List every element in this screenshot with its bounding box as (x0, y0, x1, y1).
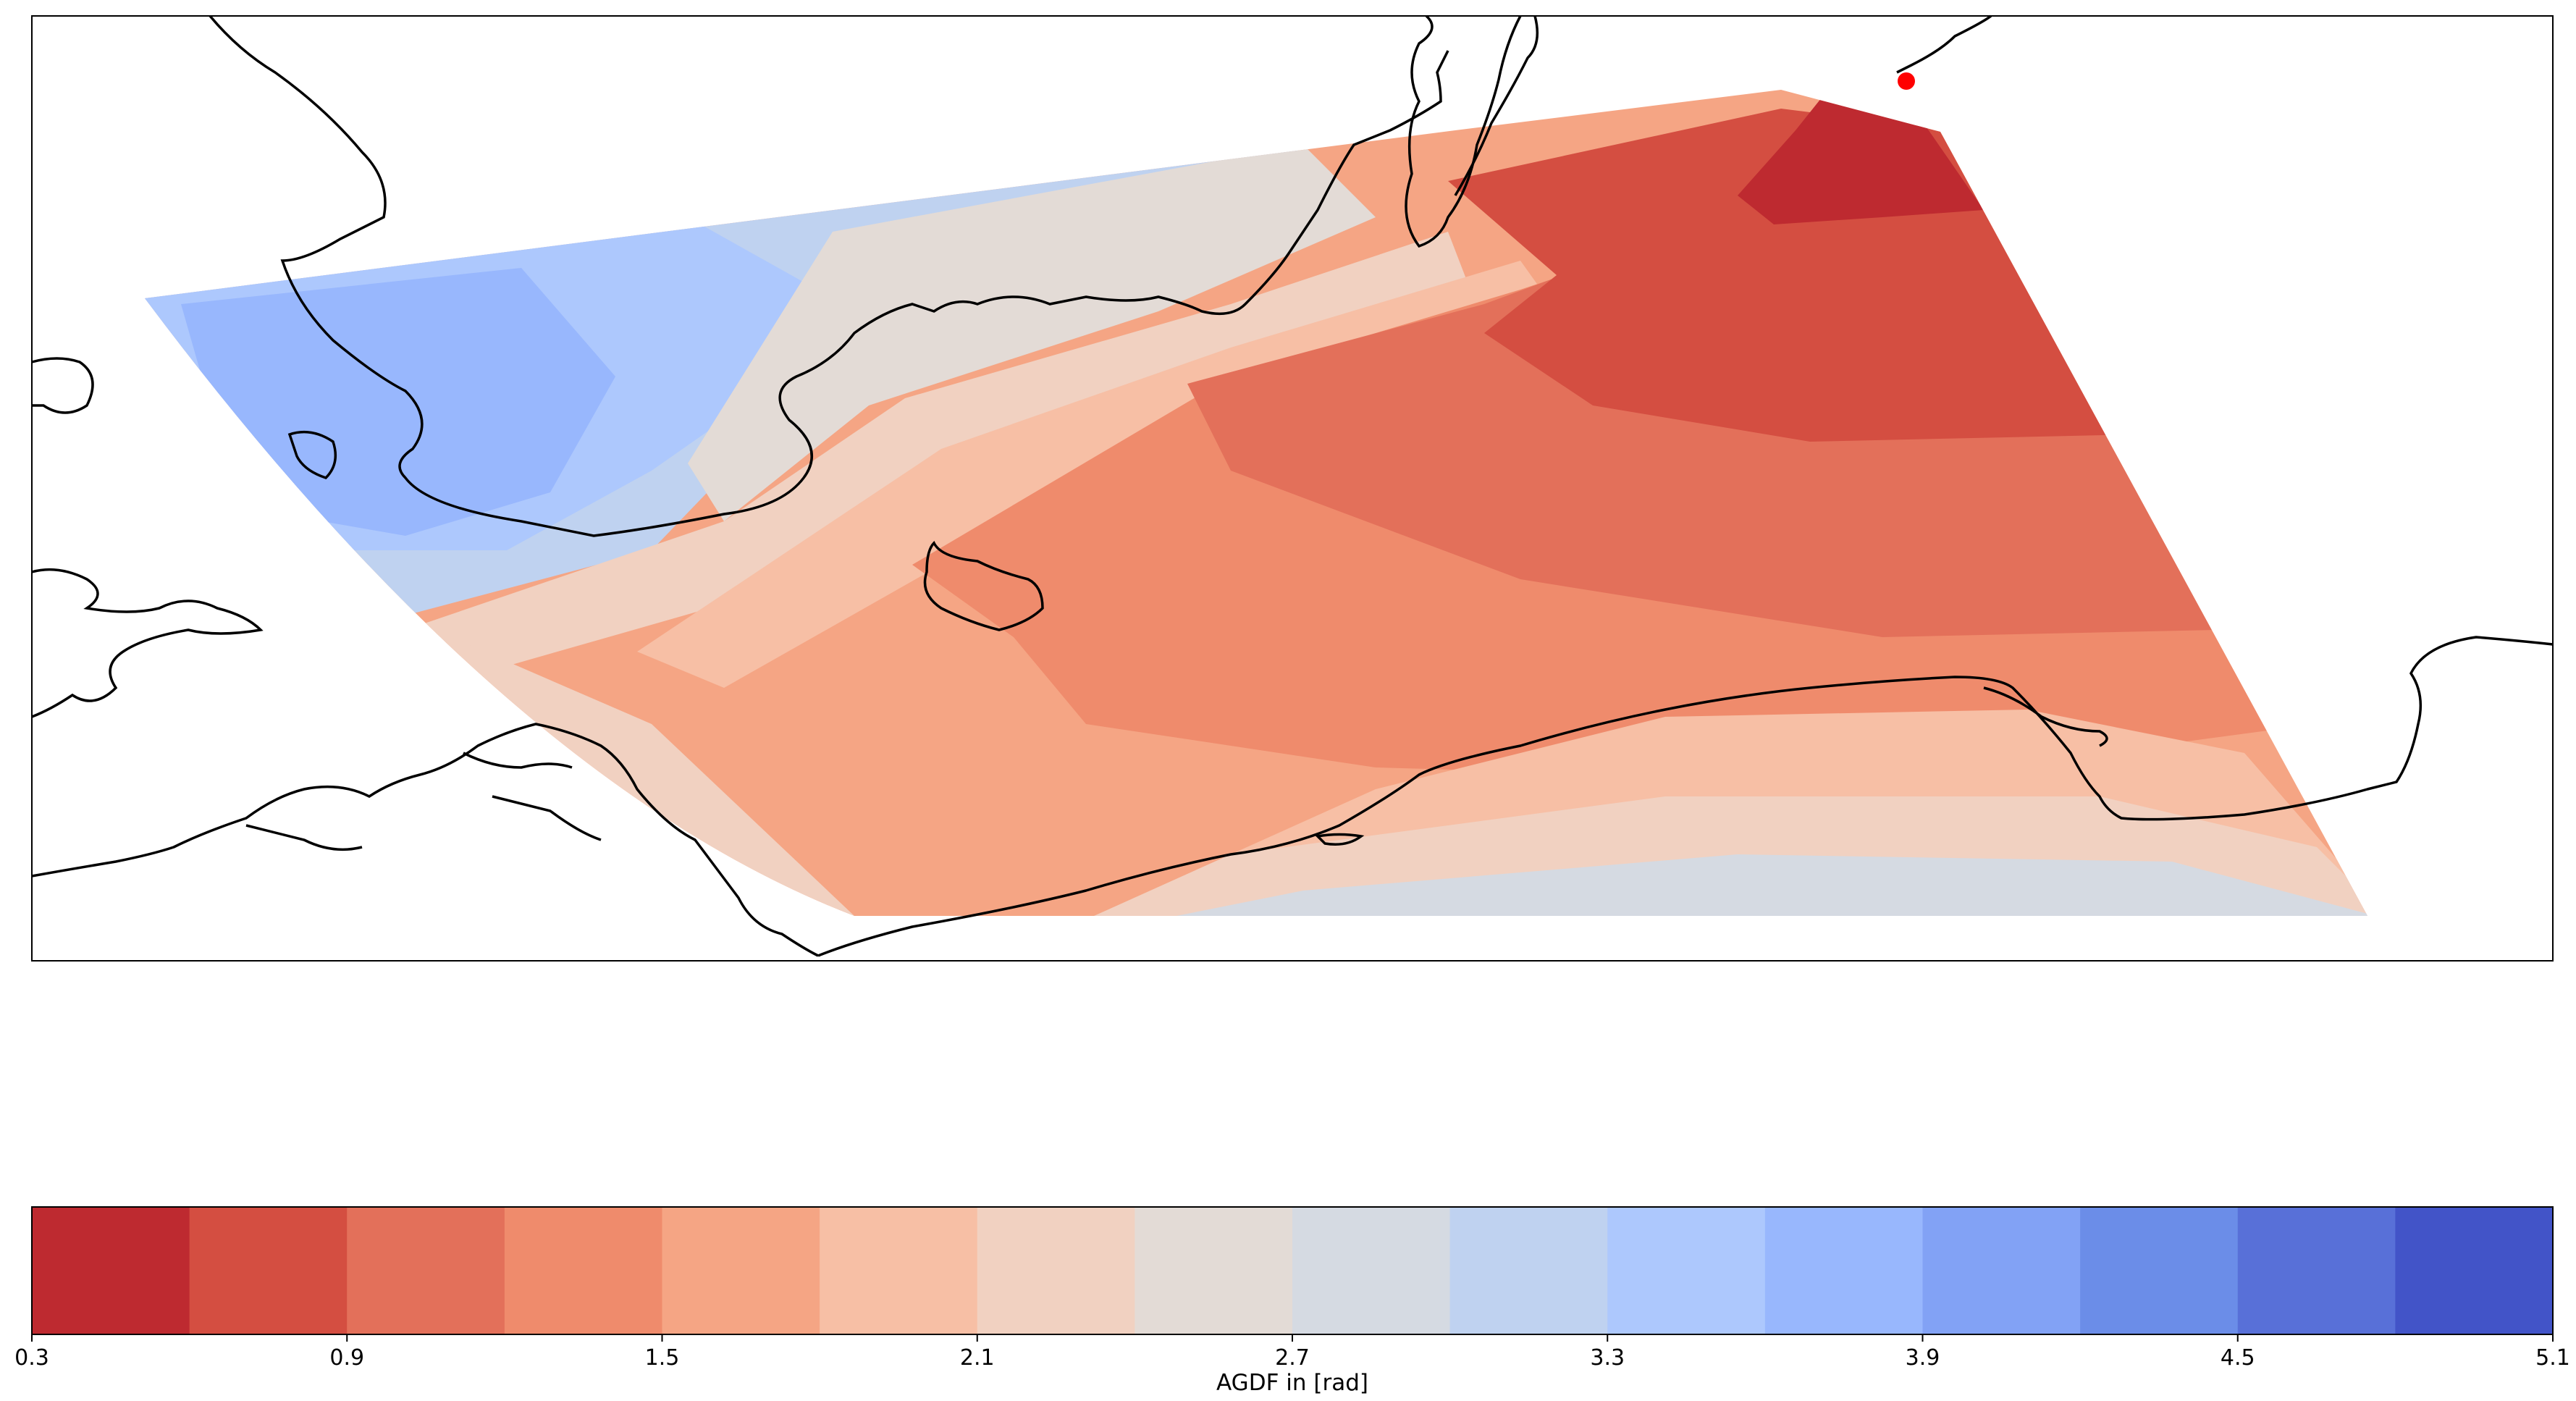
colorbar-segments (32, 1207, 2554, 1334)
coastline-peninsula (1405, 14, 1522, 248)
coastline-south-arc (817, 636, 2554, 957)
coastline-central-island (923, 541, 1044, 631)
coastline-south-lagoon (1983, 686, 2108, 747)
colorbar-segment (2237, 1207, 2396, 1334)
colorbar-segment (820, 1207, 978, 1334)
coastline-southwest-inner (245, 752, 602, 851)
colorbar-tick-label: 1.5 (645, 1345, 680, 1371)
colorbar-segment (1922, 1207, 2081, 1334)
colorbar-segment (1292, 1207, 1451, 1334)
coastlines (31, 14, 2554, 957)
colorbar-segment (662, 1207, 820, 1334)
coastline-west-islands (31, 357, 264, 718)
colorbar-segment (189, 1207, 348, 1334)
field-band-lower-gray (1158, 854, 2367, 916)
colorbar-segment (2395, 1207, 2554, 1334)
coastline-south-small (1315, 833, 1365, 846)
colorbar-segment (32, 1207, 190, 1334)
coastline-north-east (1896, 14, 1992, 74)
colorbar-segment (1607, 1207, 1766, 1334)
colorbar-tick-label: 3.3 (1590, 1345, 1625, 1371)
field-band-deep-blue (181, 268, 615, 536)
colorbar-tick-label: 2.7 (1275, 1345, 1310, 1371)
colorbar-tick-label: 0.3 (14, 1345, 49, 1371)
colorbar-segment (504, 1207, 663, 1334)
colorbar-segment (347, 1207, 505, 1334)
colorbar-label: AGDF in [rad] (1216, 1370, 1368, 1396)
colorbar-tick-label: 3.9 (1906, 1345, 1940, 1371)
coastline-island-left (287, 430, 337, 480)
colorbar-tick-label: 0.9 (329, 1345, 364, 1371)
colorbar-segment (1449, 1207, 1608, 1334)
field-band-gray (688, 145, 1376, 521)
location-marker (1898, 72, 1915, 90)
colorbar-segment (2080, 1207, 2239, 1334)
colorbar-segment (1135, 1207, 1293, 1334)
colorbar-tick-label: 4.5 (2221, 1345, 2255, 1371)
colorbar-tick-label: 2.1 (960, 1345, 995, 1371)
coastline-east-strip (1454, 15, 1539, 196)
colorbar-segment (1764, 1207, 1924, 1334)
coastline-southwest (31, 723, 819, 957)
coastline-north-mainland (209, 14, 1449, 537)
colorbar-ticks: 0.3 0.9 1.5 2.1 2.7 3.3 3.9 4.5 5.1 (14, 1334, 2570, 1371)
colorbar-tick-label: 5.1 (2535, 1345, 2570, 1371)
colorbar-segment (977, 1207, 1135, 1334)
